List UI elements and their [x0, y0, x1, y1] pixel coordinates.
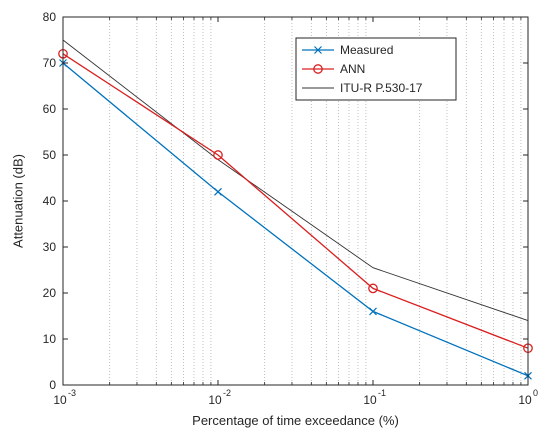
y-tick-label: 40 — [43, 194, 57, 208]
x-tick-label: 10 -2 — [208, 388, 231, 407]
legend-marker-measured — [314, 46, 322, 54]
y-axis-title: Attenuation (dB) — [11, 154, 26, 248]
legend-label-measured: Measured — [340, 43, 393, 57]
y-tick-label: 10 — [43, 332, 57, 346]
series-line-ann — [62, 53, 529, 349]
x-tick-label: 10 -3 — [53, 388, 76, 407]
series-line-measured — [62, 62, 529, 377]
y-tick-label: 80 — [43, 10, 57, 24]
y-tick-label: 0 — [49, 378, 56, 392]
legend-label-ann: ANN — [340, 62, 365, 76]
y-tick-label: 70 — [43, 56, 57, 70]
x-tick-label: 10 0 — [518, 388, 538, 407]
data-point-measured — [369, 307, 377, 316]
data-point-ann — [368, 283, 378, 294]
x-tick-label-exponent: 0 — [533, 388, 538, 398]
x-tick-label-exponent: -1 — [378, 388, 386, 398]
x-tick-label-base: 10 — [518, 393, 532, 407]
y-tick-label: 20 — [43, 286, 57, 300]
y-tick-label: 30 — [43, 240, 57, 254]
x-tick-label-exponent: -3 — [68, 388, 76, 398]
x-tick-label-base: 10 — [53, 393, 67, 407]
x-tick-label-base: 10 — [208, 393, 222, 407]
grid-lines — [109, 17, 522, 385]
legend-marker-ann — [313, 64, 323, 74]
x-tick-label-base: 10 — [363, 393, 377, 407]
x-axis-title: Percentage of time exceedance (%) — [192, 413, 399, 428]
x-tick-label: 10 -1 — [363, 388, 386, 407]
data-point-measured — [214, 187, 222, 196]
data-point-ann — [213, 150, 223, 160]
series-line-itu-r-p-530-17 — [62, 39, 529, 322]
y-tick-label: 50 — [43, 148, 57, 162]
series-layer — [58, 39, 533, 380]
y-tick-label: 60 — [43, 102, 57, 116]
x-tick-label-exponent: -2 — [223, 388, 231, 398]
legend-label-itu-r-p-530-17: ITU-R P.530-17 — [340, 81, 423, 95]
legend: Measured ANN ITU-R P.530-17 — [295, 37, 457, 101]
